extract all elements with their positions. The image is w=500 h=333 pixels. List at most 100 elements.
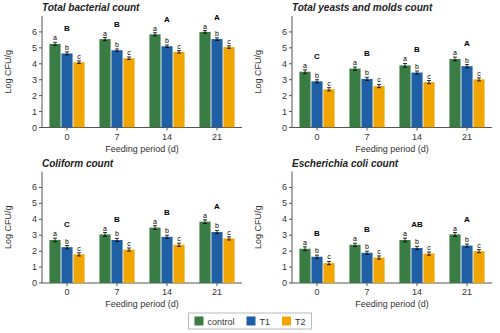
bar: T2: [423, 254, 434, 283]
x-tick-label: 0: [64, 132, 69, 142]
error-bar: [315, 80, 319, 83]
y-tick-label: 0: [32, 123, 37, 133]
legend-label: control: [207, 317, 234, 327]
letter-label: b: [65, 44, 69, 51]
y-tick: [289, 79, 292, 80]
bar: T2: [323, 89, 334, 127]
y-tick: [39, 251, 42, 252]
x-tick: [217, 283, 218, 286]
letter-label: c: [477, 242, 481, 249]
x-tick: [67, 128, 68, 131]
legend-swatch: [282, 317, 291, 326]
letter-label: b: [165, 37, 169, 44]
bar: T1: [161, 237, 172, 283]
y-tick: [39, 79, 42, 80]
x-tick-label: 14: [412, 132, 422, 142]
legend-swatch: [194, 317, 203, 326]
bar: control: [449, 234, 460, 283]
y-axis-label: Log CFU/g: [3, 205, 13, 249]
bars: controlT1T2controlT1T2controlT1T2control…: [49, 31, 234, 128]
error-bar: [353, 243, 357, 246]
y-axis: [42, 172, 43, 284]
letter-label: c: [77, 53, 81, 60]
group-letter-label: B: [314, 229, 320, 238]
y-tick-label: 6: [282, 27, 287, 37]
group-letter-label: C: [314, 52, 320, 61]
error-bar: [127, 248, 131, 251]
x-axis-label: Feeding period (d): [355, 299, 429, 309]
error-bar: [53, 42, 57, 45]
y-tick-label: 3: [32, 75, 37, 85]
group-letter-label: B: [364, 49, 370, 58]
legend: controlT1T2: [188, 313, 311, 329]
bar: T1: [411, 248, 422, 283]
error-bar: [303, 70, 307, 74]
bar: control: [149, 228, 160, 283]
y-tick: [39, 187, 42, 188]
bar: control: [49, 44, 60, 128]
x-tick: [217, 128, 218, 131]
x-tick-label: 21: [462, 287, 472, 297]
group-letter-label: B: [364, 225, 370, 234]
y-tick-label: 1: [32, 107, 37, 117]
y-tick: [289, 31, 292, 32]
y-tick-label: 3: [32, 230, 37, 240]
letter-label: a: [203, 212, 207, 219]
group-letter-label: AB: [411, 220, 423, 229]
letter-label: a: [203, 23, 207, 30]
bar: control: [399, 65, 410, 127]
group-letter-label: A: [464, 39, 470, 48]
error-bar: [303, 247, 307, 251]
bar: control: [299, 72, 310, 128]
y-tick-label: 0: [282, 278, 287, 288]
bar: T2: [173, 245, 184, 283]
letter-label: b: [465, 57, 469, 64]
y-tick: [289, 203, 292, 204]
y-tick: [39, 219, 42, 220]
letter-label: a: [53, 34, 57, 41]
panel: Coliform count0123456Log CFU/gFeeding pe…: [3, 158, 242, 310]
error-bar: [103, 38, 107, 41]
letter-label: b: [315, 247, 319, 254]
y-axis-label: Log CFU/g: [253, 50, 263, 94]
error-bar: [465, 244, 469, 247]
bar: T1: [211, 232, 222, 283]
letter-label: b: [315, 72, 319, 79]
error-bar: [165, 45, 169, 48]
bar: T1: [61, 247, 72, 283]
letter-label: a: [303, 239, 307, 246]
title: Escherichia coli count: [292, 158, 399, 169]
y-axis: [42, 16, 43, 128]
error-bar: [127, 57, 131, 60]
error-bar: [153, 33, 157, 36]
letter-label: b: [465, 236, 469, 243]
x-tick-label: 14: [162, 132, 172, 142]
group-letter-label: C: [64, 220, 70, 229]
letter-label: b: [115, 230, 119, 237]
letter-label: a: [403, 55, 407, 62]
letter-label: a: [303, 62, 307, 69]
y-tick-label: 6: [282, 182, 287, 192]
y-tick-label: 4: [32, 59, 37, 69]
bar: control: [349, 69, 360, 128]
letter-label: b: [415, 238, 419, 245]
group-letter-label: B: [114, 215, 120, 224]
bar: T2: [223, 47, 234, 127]
bar: T2: [123, 250, 134, 283]
error-bar: [465, 65, 469, 68]
x-tick: [117, 128, 118, 131]
letter-label: c: [127, 49, 131, 56]
bar: T1: [211, 39, 222, 127]
error-bar: [415, 71, 419, 74]
bar: control: [199, 32, 210, 128]
y-tick: [289, 267, 292, 268]
error-bar: [203, 220, 207, 224]
letter-label: c: [127, 240, 131, 247]
y-tick: [289, 111, 292, 112]
letter-label: a: [353, 59, 357, 66]
letter-label: c: [427, 244, 431, 251]
panel: Total bacterial count0123456Log CFU/gFee…: [3, 2, 242, 154]
y-axis: [292, 16, 293, 128]
y-tick: [289, 63, 292, 64]
y-tick-label: 0: [282, 123, 287, 133]
